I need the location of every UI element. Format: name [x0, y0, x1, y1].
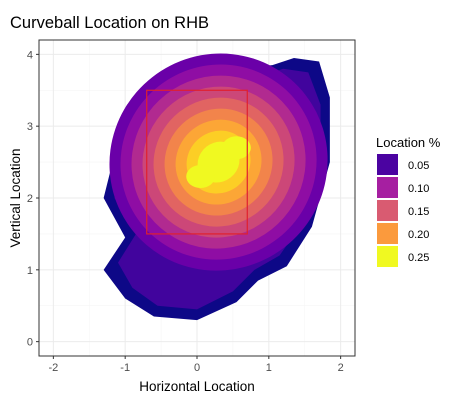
y-axis-title: Vertical Location: [8, 148, 23, 247]
y-axis-ticks: 0 1 2 3 4: [27, 49, 39, 349]
legend-items: 0.05 0.10 0.15 0.20 0.25: [377, 154, 429, 267]
y-tick-label: 3: [27, 121, 33, 133]
x-tick-label: 2: [338, 362, 344, 374]
y-tick-label: 4: [27, 49, 33, 61]
legend: Location % 0.05 0.10 0.15 0.20 0.25: [376, 135, 441, 267]
legend-swatch: [377, 177, 398, 198]
legend-swatch: [377, 154, 398, 175]
legend-title: Location %: [376, 135, 441, 150]
density-peak: [222, 136, 251, 160]
legend-swatch: [377, 223, 398, 244]
plot-panel: [38, 39, 356, 357]
density-contours: [103, 53, 330, 321]
strike-zone: [146, 89, 248, 235]
y-tick-label: 2: [27, 193, 33, 205]
legend-swatch: [377, 200, 398, 221]
y-tick-label: 0: [27, 337, 33, 349]
legend-label: 0.10: [408, 183, 429, 195]
legend-swatch: [377, 246, 398, 267]
y-tick-label: 1: [27, 265, 33, 277]
legend-label: 0.25: [408, 252, 429, 264]
legend-label: 0.05: [408, 160, 429, 172]
x-axis-title: Horizontal Location: [139, 379, 255, 394]
x-axis-ticks: -2 -1 0 1 2: [48, 356, 344, 374]
x-tick-label: -2: [48, 362, 58, 374]
x-tick-label: 0: [194, 362, 200, 374]
x-tick-label: 1: [266, 362, 272, 374]
density-peak: [186, 164, 215, 188]
legend-label: 0.20: [408, 229, 429, 241]
x-tick-label: -1: [120, 362, 130, 374]
chart-title: Curveball Location on RHB: [10, 14, 209, 32]
legend-label: 0.15: [408, 206, 429, 218]
